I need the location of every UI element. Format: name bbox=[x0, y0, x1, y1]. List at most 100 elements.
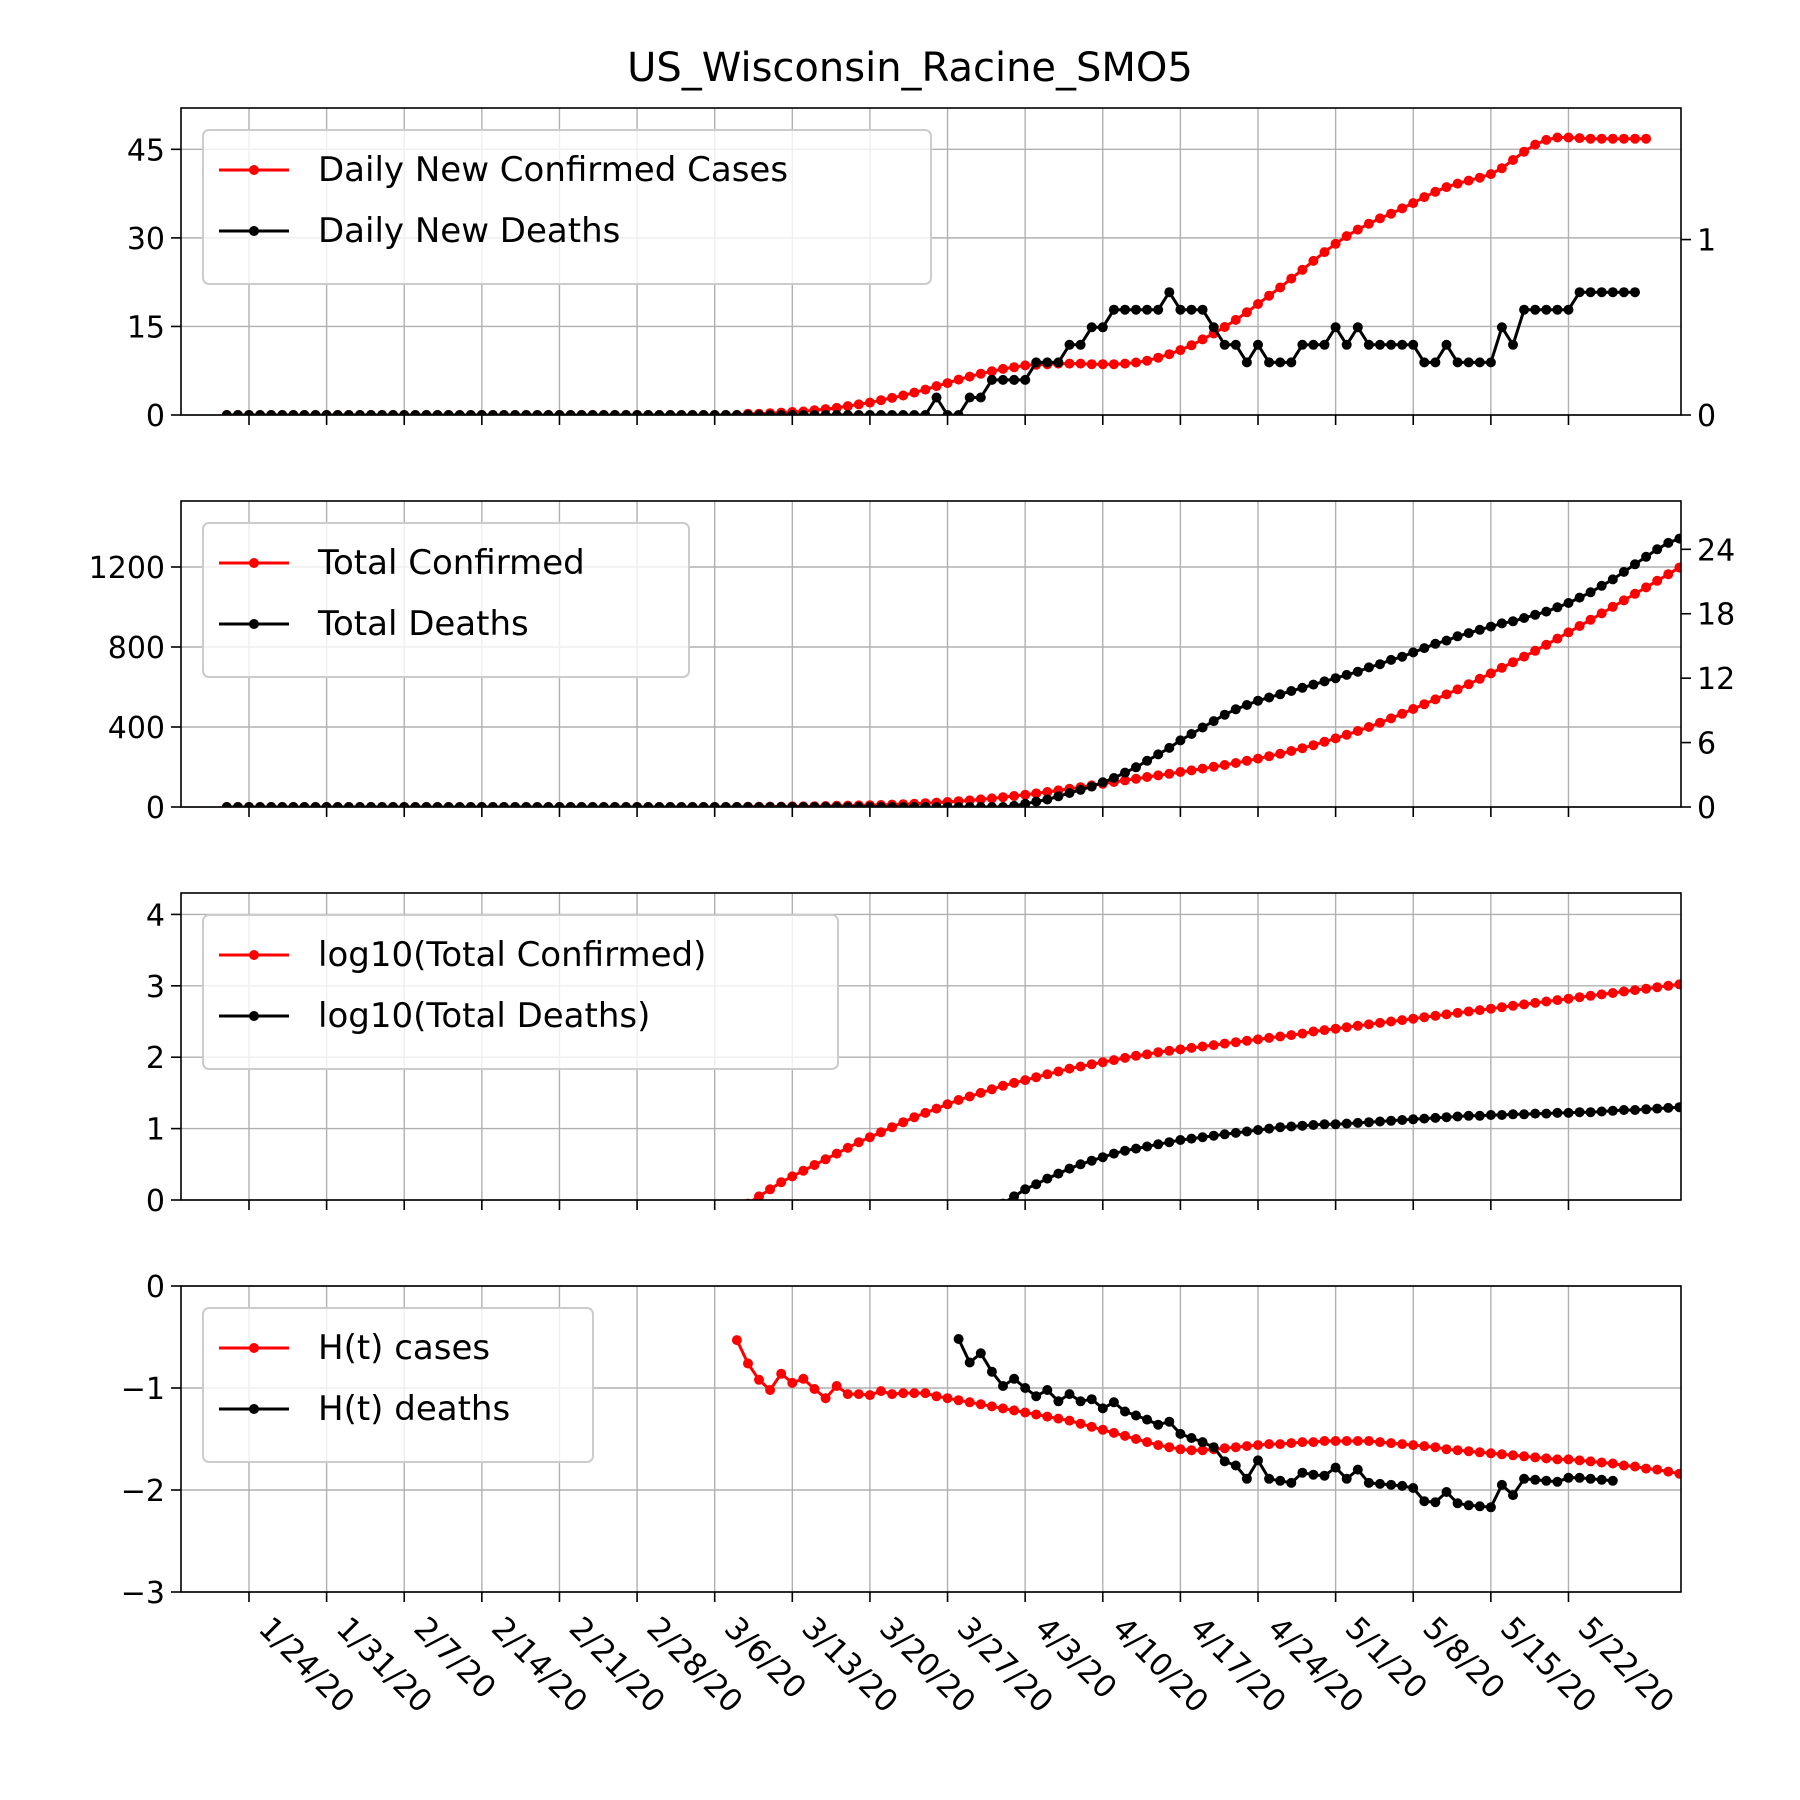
data-point bbox=[1375, 659, 1385, 670]
data-point bbox=[1064, 1163, 1075, 1174]
data-point bbox=[964, 802, 975, 807]
data-point bbox=[975, 1399, 986, 1410]
data-point bbox=[1153, 1139, 1164, 1150]
data-point bbox=[942, 1099, 953, 1110]
data-point bbox=[1419, 357, 1430, 368]
data-point bbox=[1230, 758, 1241, 768]
data-point bbox=[343, 802, 354, 807]
data-point bbox=[277, 802, 288, 807]
data-point bbox=[654, 410, 665, 415]
data-point bbox=[676, 802, 687, 807]
data-point bbox=[1197, 1445, 1208, 1456]
data-point bbox=[1674, 1102, 1681, 1113]
series-h-t-deaths bbox=[953, 1334, 1618, 1513]
data-point bbox=[1496, 1002, 1507, 1013]
data-point bbox=[587, 410, 598, 415]
data-point bbox=[942, 1393, 953, 1404]
data-point bbox=[1485, 1502, 1496, 1513]
legend-marker bbox=[249, 619, 259, 629]
data-point bbox=[1363, 218, 1374, 229]
data-point bbox=[1596, 133, 1607, 144]
data-point bbox=[1519, 1473, 1530, 1484]
data-point bbox=[1463, 357, 1474, 368]
data-point bbox=[1175, 345, 1186, 356]
data-point bbox=[1131, 304, 1141, 315]
data-point bbox=[1208, 322, 1219, 333]
data-point bbox=[1009, 1077, 1020, 1088]
data-point bbox=[1363, 722, 1374, 732]
data-point bbox=[1020, 1407, 1031, 1418]
data-point bbox=[1142, 755, 1153, 766]
data-point bbox=[998, 802, 1008, 807]
data-point bbox=[1264, 751, 1275, 762]
data-point bbox=[864, 410, 875, 415]
data-point bbox=[1452, 357, 1463, 368]
data-point bbox=[1463, 1500, 1474, 1511]
data-point bbox=[1530, 304, 1541, 315]
data-point bbox=[1618, 287, 1629, 298]
data-point bbox=[1341, 1473, 1352, 1484]
data-point bbox=[1153, 770, 1164, 781]
data-point bbox=[1530, 609, 1541, 620]
data-point bbox=[1197, 763, 1208, 774]
data-point bbox=[1297, 1028, 1308, 1039]
data-point bbox=[1241, 1441, 1252, 1452]
data-point bbox=[1330, 238, 1341, 249]
data-point bbox=[1363, 1019, 1374, 1030]
data-point bbox=[1552, 1476, 1563, 1487]
data-point bbox=[1397, 339, 1408, 350]
data-point bbox=[1031, 788, 1042, 799]
data-point bbox=[1452, 631, 1463, 642]
data-point bbox=[1596, 989, 1607, 1000]
data-point bbox=[1618, 986, 1629, 997]
data-point bbox=[998, 1080, 1008, 1091]
data-point bbox=[1186, 304, 1197, 315]
data-point bbox=[1341, 729, 1352, 740]
data-point bbox=[510, 410, 521, 415]
data-point bbox=[1230, 704, 1241, 715]
data-point bbox=[898, 802, 909, 807]
data-point bbox=[720, 410, 731, 415]
data-point bbox=[687, 410, 698, 415]
data-point bbox=[1352, 726, 1363, 736]
data-point bbox=[1253, 339, 1263, 350]
legend-item-total-deaths: Total Deaths bbox=[219, 604, 529, 644]
data-point bbox=[1230, 1442, 1241, 1453]
legend-item-daily-new-deaths: Daily New Deaths bbox=[219, 211, 620, 251]
data-point bbox=[776, 1177, 787, 1188]
data-point bbox=[310, 410, 321, 415]
data-point bbox=[1397, 1439, 1408, 1450]
data-point bbox=[266, 802, 277, 807]
data-point bbox=[321, 802, 332, 807]
data-point bbox=[1541, 639, 1552, 650]
data-point bbox=[1563, 1454, 1574, 1465]
data-point bbox=[1219, 322, 1230, 332]
y-tick-label: 2 bbox=[146, 1041, 165, 1076]
data-point bbox=[1042, 357, 1053, 368]
data-point bbox=[1164, 287, 1175, 298]
data-point bbox=[1519, 999, 1530, 1010]
data-point bbox=[1674, 979, 1681, 990]
data-point bbox=[765, 410, 776, 415]
data-point bbox=[1208, 1442, 1219, 1453]
data-point bbox=[1685, 556, 1695, 566]
data-point bbox=[1053, 357, 1064, 368]
data-point bbox=[1175, 735, 1186, 746]
data-point bbox=[1408, 1013, 1419, 1024]
data-point bbox=[1064, 788, 1075, 798]
data-point bbox=[953, 1334, 964, 1344]
data-point bbox=[1452, 1445, 1463, 1456]
data-point bbox=[1386, 654, 1397, 665]
data-point bbox=[1297, 1120, 1308, 1131]
data-point bbox=[1264, 1473, 1275, 1484]
data-point bbox=[1253, 695, 1263, 706]
data-point bbox=[820, 1393, 831, 1404]
data-point bbox=[1142, 1049, 1153, 1060]
data-point bbox=[1463, 628, 1474, 639]
data-point bbox=[1275, 357, 1286, 368]
data-point bbox=[1131, 762, 1141, 773]
data-point bbox=[1386, 1016, 1397, 1027]
data-point bbox=[743, 1358, 753, 1369]
data-point bbox=[1053, 791, 1064, 802]
data-point bbox=[1496, 322, 1507, 333]
